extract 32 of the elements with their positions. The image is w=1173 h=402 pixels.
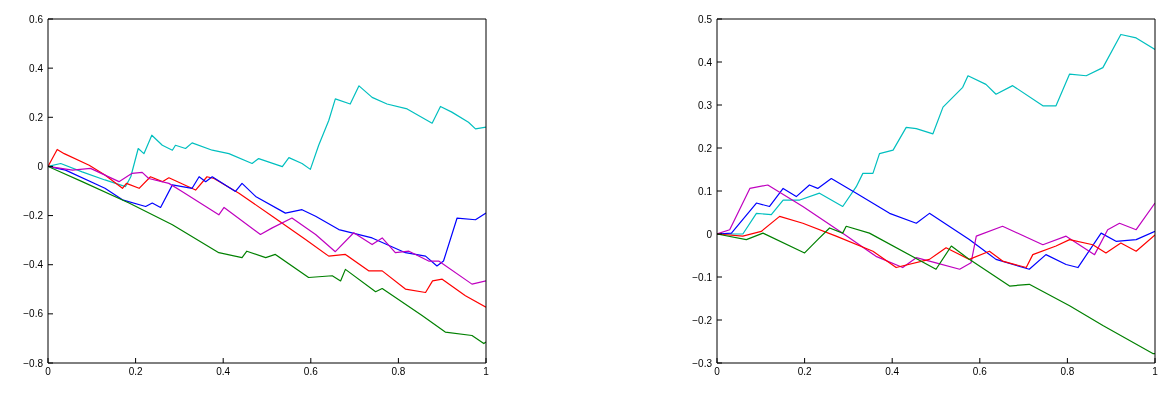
x-tick-label: 1 bbox=[483, 366, 490, 378]
y-tick-label: −0.6 bbox=[23, 308, 44, 320]
x-tick-label: 0.4 bbox=[885, 366, 900, 378]
x-tick-label: 0.8 bbox=[1060, 366, 1075, 378]
y-tick-label: 0.6 bbox=[29, 13, 44, 25]
y-tick-label: −0.2 bbox=[692, 314, 713, 326]
x-tick-label: 0.6 bbox=[303, 366, 319, 378]
line-series bbox=[48, 85, 486, 188]
y-tick-label: 0.2 bbox=[698, 142, 713, 154]
line-series bbox=[48, 165, 486, 345]
x-tick-label: 0.2 bbox=[128, 366, 143, 378]
y-tick-label: 0.4 bbox=[698, 56, 713, 68]
y-tick-label: 0.4 bbox=[29, 62, 44, 74]
y-tick-label: 0 bbox=[37, 160, 44, 172]
x-tick-label: 0.6 bbox=[972, 366, 988, 378]
y-tick-label: −0.2 bbox=[23, 210, 44, 222]
y-tick-label: −0.3 bbox=[692, 357, 713, 369]
x-tick-label: 0 bbox=[714, 366, 721, 378]
x-tick-label: 1 bbox=[1152, 366, 1159, 378]
y-tick-label: 0.2 bbox=[29, 111, 44, 123]
x-tick-label: 0 bbox=[45, 366, 52, 378]
y-tick-label: 0.5 bbox=[698, 13, 713, 25]
y-tick-label: −0.4 bbox=[23, 259, 44, 271]
x-tick-label: 0.4 bbox=[216, 366, 231, 378]
x-tick-label: 0.8 bbox=[391, 366, 406, 378]
y-tick-label: 0 bbox=[706, 228, 713, 240]
line-series bbox=[48, 148, 486, 308]
y-tick-label: −0.8 bbox=[23, 357, 44, 369]
y-tick-label: 0.3 bbox=[698, 99, 713, 111]
y-tick-label: 0.1 bbox=[698, 185, 713, 197]
x-tick-label: 0.2 bbox=[797, 366, 812, 378]
y-tick-label: −0.1 bbox=[692, 271, 713, 283]
